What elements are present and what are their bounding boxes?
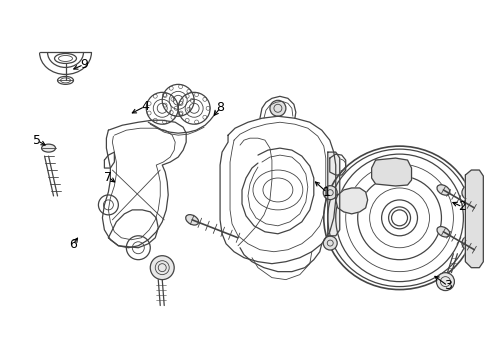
Ellipse shape bbox=[437, 226, 450, 237]
Text: 6: 6 bbox=[69, 238, 77, 251]
Text: 7: 7 bbox=[104, 171, 112, 184]
Circle shape bbox=[150, 256, 174, 280]
Ellipse shape bbox=[186, 215, 198, 225]
Ellipse shape bbox=[42, 144, 55, 152]
Circle shape bbox=[462, 236, 476, 250]
Circle shape bbox=[323, 186, 337, 199]
Text: 1: 1 bbox=[323, 186, 331, 199]
Polygon shape bbox=[371, 158, 412, 186]
Text: 3: 3 bbox=[444, 279, 452, 292]
Ellipse shape bbox=[57, 76, 74, 84]
Circle shape bbox=[270, 100, 286, 116]
Polygon shape bbox=[336, 188, 368, 214]
Text: 5: 5 bbox=[33, 134, 41, 147]
Polygon shape bbox=[328, 152, 340, 236]
Text: 4: 4 bbox=[141, 100, 149, 113]
Circle shape bbox=[437, 273, 454, 291]
Ellipse shape bbox=[437, 185, 450, 195]
Text: 9: 9 bbox=[80, 58, 88, 71]
Circle shape bbox=[323, 236, 337, 250]
Ellipse shape bbox=[54, 54, 76, 63]
Circle shape bbox=[126, 236, 150, 260]
Circle shape bbox=[462, 186, 476, 199]
Circle shape bbox=[98, 195, 119, 215]
Text: 8: 8 bbox=[217, 101, 224, 114]
Polygon shape bbox=[466, 170, 483, 268]
Text: 2: 2 bbox=[459, 201, 466, 213]
